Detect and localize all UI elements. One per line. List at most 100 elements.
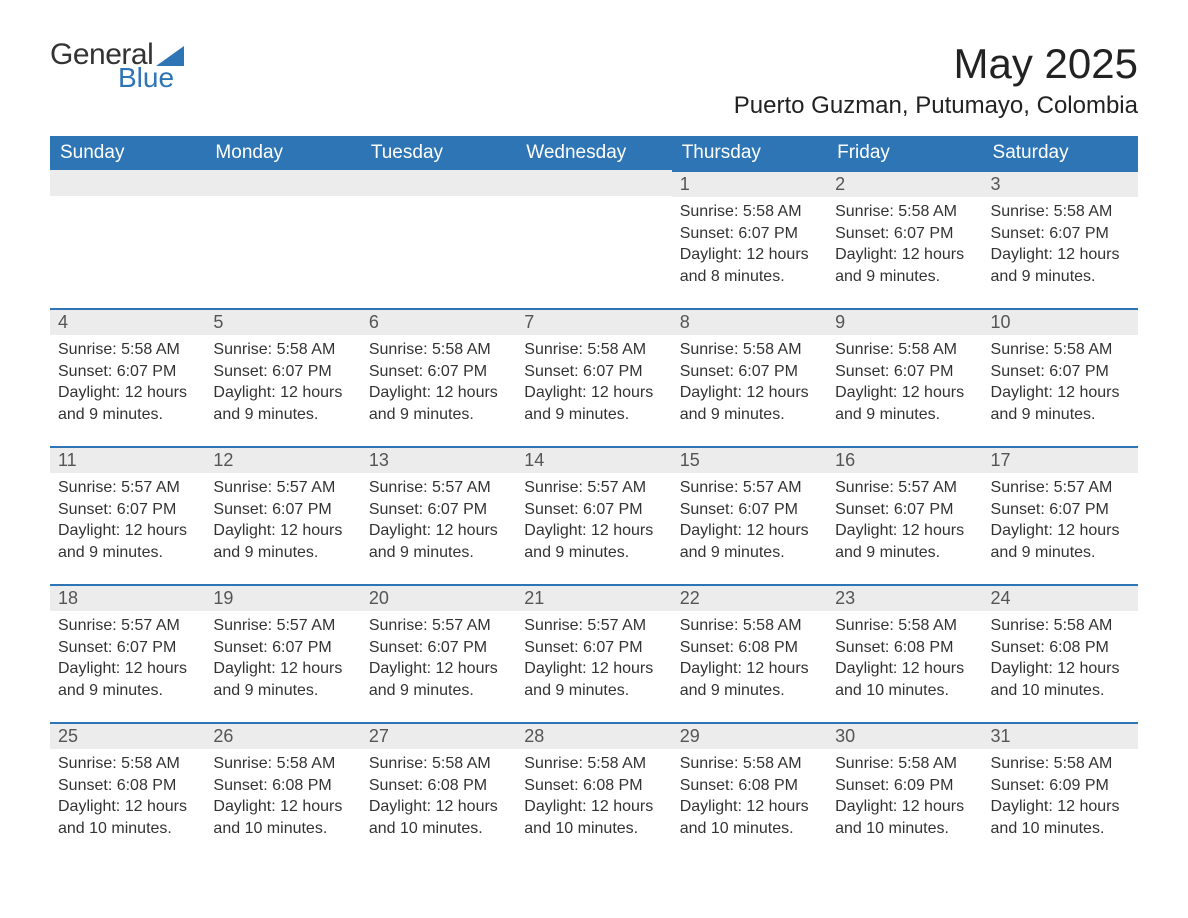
daylight-line: Daylight: 12 hours and 9 minutes. <box>213 382 352 425</box>
empty-day-bar <box>50 170 205 196</box>
daylight-line: Daylight: 12 hours and 9 minutes. <box>58 382 197 425</box>
sunset-line: Sunset: 6:08 PM <box>213 775 352 797</box>
sunrise-line: Sunrise: 5:57 AM <box>369 615 508 637</box>
calendar-cell: 18Sunrise: 5:57 AMSunset: 6:07 PMDayligh… <box>50 584 205 722</box>
daylight-line: Daylight: 12 hours and 9 minutes. <box>680 382 819 425</box>
daylight-line: Daylight: 12 hours and 10 minutes. <box>680 796 819 839</box>
sunset-line: Sunset: 6:07 PM <box>58 361 197 383</box>
sunset-line: Sunset: 6:08 PM <box>524 775 663 797</box>
sunset-line: Sunset: 6:07 PM <box>680 499 819 521</box>
calendar-cell: 2Sunrise: 5:58 AMSunset: 6:07 PMDaylight… <box>827 170 982 308</box>
day-number: 1 <box>672 170 827 197</box>
day-number: 30 <box>827 722 982 749</box>
calendar-cell: 16Sunrise: 5:57 AMSunset: 6:07 PMDayligh… <box>827 446 982 584</box>
calendar-cell: 7Sunrise: 5:58 AMSunset: 6:07 PMDaylight… <box>516 308 671 446</box>
day-details: Sunrise: 5:58 AMSunset: 6:07 PMDaylight:… <box>672 335 827 433</box>
sunrise-line: Sunrise: 5:57 AM <box>369 477 508 499</box>
daylight-line: Daylight: 12 hours and 9 minutes. <box>524 658 663 701</box>
daylight-line: Daylight: 12 hours and 9 minutes. <box>58 520 197 563</box>
day-details: Sunrise: 5:58 AMSunset: 6:07 PMDaylight:… <box>827 335 982 433</box>
day-number: 24 <box>983 584 1138 611</box>
sunrise-line: Sunrise: 5:57 AM <box>680 477 819 499</box>
day-details: Sunrise: 5:57 AMSunset: 6:07 PMDaylight:… <box>672 473 827 571</box>
day-header: Wednesday <box>516 136 671 170</box>
calendar-cell: 26Sunrise: 5:58 AMSunset: 6:08 PMDayligh… <box>205 722 360 860</box>
sunrise-line: Sunrise: 5:58 AM <box>991 615 1130 637</box>
day-header: Monday <box>205 136 360 170</box>
sunrise-line: Sunrise: 5:58 AM <box>58 753 197 775</box>
calendar-row: 4Sunrise: 5:58 AMSunset: 6:07 PMDaylight… <box>50 308 1138 446</box>
day-number: 4 <box>50 308 205 335</box>
daylight-line: Daylight: 12 hours and 9 minutes. <box>680 520 819 563</box>
day-number: 16 <box>827 446 982 473</box>
day-details: Sunrise: 5:58 AMSunset: 6:08 PMDaylight:… <box>50 749 205 847</box>
daylight-line: Daylight: 12 hours and 10 minutes. <box>369 796 508 839</box>
calendar-cell: 24Sunrise: 5:58 AMSunset: 6:08 PMDayligh… <box>983 584 1138 722</box>
day-number: 10 <box>983 308 1138 335</box>
day-details: Sunrise: 5:58 AMSunset: 6:08 PMDaylight:… <box>672 611 827 709</box>
sunrise-line: Sunrise: 5:57 AM <box>58 615 197 637</box>
calendar-cell: 23Sunrise: 5:58 AMSunset: 6:08 PMDayligh… <box>827 584 982 722</box>
day-header: Saturday <box>983 136 1138 170</box>
calendar-cell: 22Sunrise: 5:58 AMSunset: 6:08 PMDayligh… <box>672 584 827 722</box>
day-number: 21 <box>516 584 671 611</box>
sunrise-line: Sunrise: 5:58 AM <box>991 339 1130 361</box>
sunset-line: Sunset: 6:07 PM <box>369 499 508 521</box>
day-number: 23 <box>827 584 982 611</box>
daylight-line: Daylight: 12 hours and 9 minutes. <box>991 520 1130 563</box>
calendar-cell: 4Sunrise: 5:58 AMSunset: 6:07 PMDaylight… <box>50 308 205 446</box>
day-number: 20 <box>361 584 516 611</box>
day-details: Sunrise: 5:58 AMSunset: 6:08 PMDaylight:… <box>827 611 982 709</box>
sunrise-line: Sunrise: 5:58 AM <box>835 615 974 637</box>
day-number: 12 <box>205 446 360 473</box>
sunset-line: Sunset: 6:07 PM <box>835 361 974 383</box>
calendar-cell: 10Sunrise: 5:58 AMSunset: 6:07 PMDayligh… <box>983 308 1138 446</box>
sunset-line: Sunset: 6:08 PM <box>680 775 819 797</box>
daylight-line: Daylight: 12 hours and 9 minutes. <box>835 382 974 425</box>
day-number: 13 <box>361 446 516 473</box>
daylight-line: Daylight: 12 hours and 10 minutes. <box>58 796 197 839</box>
day-number: 11 <box>50 446 205 473</box>
calendar-cell: 28Sunrise: 5:58 AMSunset: 6:08 PMDayligh… <box>516 722 671 860</box>
sunset-line: Sunset: 6:07 PM <box>835 499 974 521</box>
calendar-cell: 15Sunrise: 5:57 AMSunset: 6:07 PMDayligh… <box>672 446 827 584</box>
daylight-line: Daylight: 12 hours and 9 minutes. <box>835 244 974 287</box>
day-details: Sunrise: 5:58 AMSunset: 6:09 PMDaylight:… <box>827 749 982 847</box>
daylight-line: Daylight: 12 hours and 9 minutes. <box>835 520 974 563</box>
daylight-line: Daylight: 12 hours and 9 minutes. <box>369 658 508 701</box>
day-number: 28 <box>516 722 671 749</box>
calendar-cell: 31Sunrise: 5:58 AMSunset: 6:09 PMDayligh… <box>983 722 1138 860</box>
sunrise-line: Sunrise: 5:58 AM <box>991 753 1130 775</box>
sunset-line: Sunset: 6:07 PM <box>835 223 974 245</box>
header: General Blue May 2025 Puerto Guzman, Put… <box>50 40 1138 130</box>
sunrise-line: Sunrise: 5:57 AM <box>213 615 352 637</box>
daylight-line: Daylight: 12 hours and 10 minutes. <box>835 796 974 839</box>
calendar-cell: 3Sunrise: 5:58 AMSunset: 6:07 PMDaylight… <box>983 170 1138 308</box>
day-details: Sunrise: 5:57 AMSunset: 6:07 PMDaylight:… <box>983 473 1138 571</box>
empty-day-bar <box>205 170 360 196</box>
daylight-line: Daylight: 12 hours and 9 minutes. <box>680 658 819 701</box>
sunset-line: Sunset: 6:07 PM <box>213 499 352 521</box>
page-title: May 2025 <box>734 40 1138 88</box>
daylight-line: Daylight: 12 hours and 9 minutes. <box>213 658 352 701</box>
calendar-cell: 19Sunrise: 5:57 AMSunset: 6:07 PMDayligh… <box>205 584 360 722</box>
sunset-line: Sunset: 6:07 PM <box>369 361 508 383</box>
daylight-line: Daylight: 12 hours and 9 minutes. <box>991 382 1130 425</box>
daylight-line: Daylight: 12 hours and 8 minutes. <box>680 244 819 287</box>
calendar-cell: 20Sunrise: 5:57 AMSunset: 6:07 PMDayligh… <box>361 584 516 722</box>
day-details: Sunrise: 5:57 AMSunset: 6:07 PMDaylight:… <box>361 611 516 709</box>
empty-day-bar <box>516 170 671 196</box>
sunset-line: Sunset: 6:07 PM <box>991 223 1130 245</box>
calendar-cell: 14Sunrise: 5:57 AMSunset: 6:07 PMDayligh… <box>516 446 671 584</box>
day-header: Thursday <box>672 136 827 170</box>
sunrise-line: Sunrise: 5:58 AM <box>524 339 663 361</box>
daylight-line: Daylight: 12 hours and 9 minutes. <box>524 520 663 563</box>
calendar-cell: 29Sunrise: 5:58 AMSunset: 6:08 PMDayligh… <box>672 722 827 860</box>
empty-day-bar <box>361 170 516 196</box>
sunset-line: Sunset: 6:07 PM <box>369 637 508 659</box>
day-number: 6 <box>361 308 516 335</box>
sunrise-line: Sunrise: 5:57 AM <box>58 477 197 499</box>
sunset-line: Sunset: 6:07 PM <box>991 499 1130 521</box>
sunrise-line: Sunrise: 5:58 AM <box>680 201 819 223</box>
day-details: Sunrise: 5:58 AMSunset: 6:08 PMDaylight:… <box>983 611 1138 709</box>
